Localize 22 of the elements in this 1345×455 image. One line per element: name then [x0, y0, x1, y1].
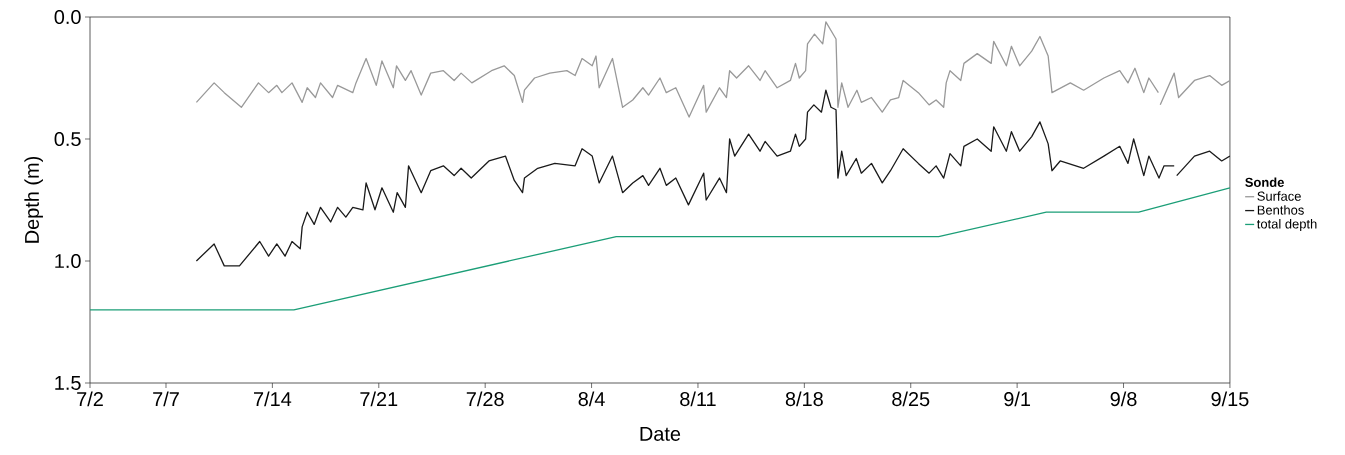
y-tick-label: 0.0 [54, 9, 81, 25]
y-tick-label: 1.5 [55, 376, 81, 390]
legend-label: Surface [1257, 191, 1301, 201]
legend-label: total depth [1257, 219, 1317, 232]
y-axis-title: Depth (m) [24, 156, 43, 243]
x-tick-label: 8/18 [785, 391, 823, 407]
x-tick-label: 7/2 [77, 391, 103, 407]
y-tick-label: 0.5 [54, 131, 81, 147]
x-tick-label: 7/21 [360, 391, 398, 407]
x-tick-label: 7/28 [466, 391, 504, 407]
x-tick-label: 9/8 [1110, 391, 1137, 407]
y-tick-label: 1.0 [55, 253, 81, 269]
x-tick-label: 7/14 [254, 391, 292, 407]
x-tick-label: 9/15 [1211, 391, 1249, 407]
x-tick-label: 8/4 [578, 391, 605, 407]
x-tick-label: 8/25 [892, 391, 930, 407]
x-tick-label: 9/1 [1004, 391, 1031, 407]
legend-title: Sonde [1245, 177, 1284, 187]
x-tick-label: 8/11 [680, 391, 716, 407]
legend-label: Benthos [1257, 205, 1304, 215]
x-tick-label: 7/7 [153, 391, 179, 407]
x-axis-title: Date [640, 427, 681, 441]
